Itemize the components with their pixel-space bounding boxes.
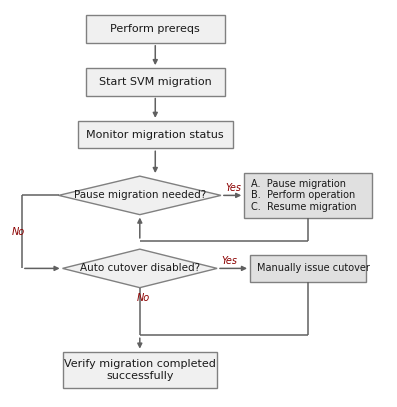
Text: A.  Pause migration
B.  Perform operation
C.  Resume migration: A. Pause migration B. Perform operation …: [251, 179, 357, 212]
Text: Monitor migration status: Monitor migration status: [87, 129, 224, 140]
FancyBboxPatch shape: [86, 68, 225, 96]
Text: No: No: [12, 227, 25, 237]
Text: Verify migration completed
successfully: Verify migration completed successfully: [64, 359, 216, 381]
Polygon shape: [59, 176, 221, 214]
FancyBboxPatch shape: [78, 121, 233, 148]
FancyBboxPatch shape: [62, 352, 217, 388]
Text: Perform prereqs: Perform prereqs: [110, 24, 200, 34]
Text: Yes: Yes: [225, 183, 242, 193]
FancyBboxPatch shape: [86, 15, 225, 43]
Text: Pause migration needed?: Pause migration needed?: [74, 190, 206, 200]
FancyBboxPatch shape: [250, 255, 366, 282]
Text: No: No: [137, 293, 150, 303]
Text: Manually issue cutover: Manually issue cutover: [257, 263, 370, 274]
Text: Yes: Yes: [222, 256, 238, 265]
FancyBboxPatch shape: [244, 173, 372, 218]
Polygon shape: [62, 249, 217, 288]
Text: Start SVM migration: Start SVM migration: [99, 77, 212, 87]
Text: Auto cutover disabled?: Auto cutover disabled?: [80, 263, 200, 274]
